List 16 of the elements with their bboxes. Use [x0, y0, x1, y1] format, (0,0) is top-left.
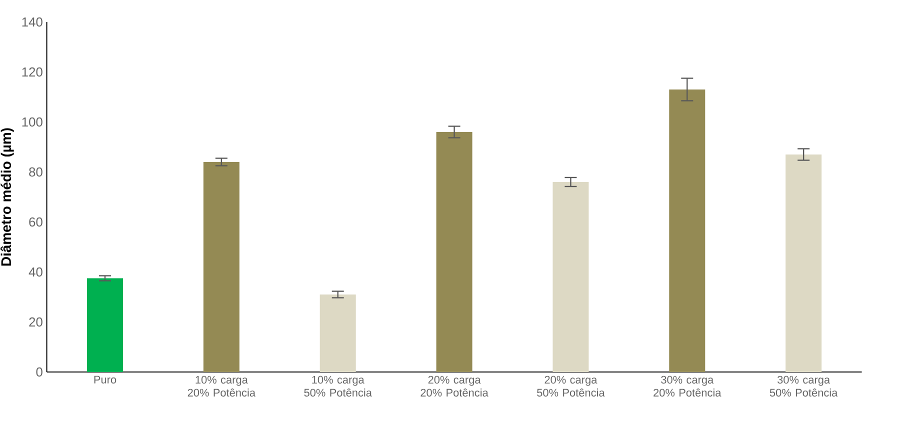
y-tick-label: 80: [29, 167, 42, 177]
x-tick-label: 10% carga 50% Potência: [304, 376, 372, 397]
x-tick-label: 10% carga 20% Potência: [188, 376, 256, 397]
y-tick-label: 40: [28, 267, 42, 277]
y-tick-label: 20: [29, 317, 42, 327]
x-tick-label: 20% carga 50% Potência: [537, 376, 605, 397]
x-tick-label: 30% carga 20% Potência: [654, 376, 722, 397]
y-tick-label: 140: [22, 17, 42, 27]
y-axis-title: Diâmetro médio (µm): [0, 128, 14, 266]
y-tick-label: 60: [29, 217, 42, 227]
x-tick-label: 20% carga 20% Potência: [420, 376, 488, 397]
x-tick-label: Puro: [94, 376, 116, 384]
x-tick-label: 30% carga 50% Potência: [770, 376, 838, 397]
y-tick-label: 120: [22, 67, 42, 77]
y-tick-label: 100: [22, 117, 42, 127]
y-tick-label: 0: [36, 367, 42, 377]
